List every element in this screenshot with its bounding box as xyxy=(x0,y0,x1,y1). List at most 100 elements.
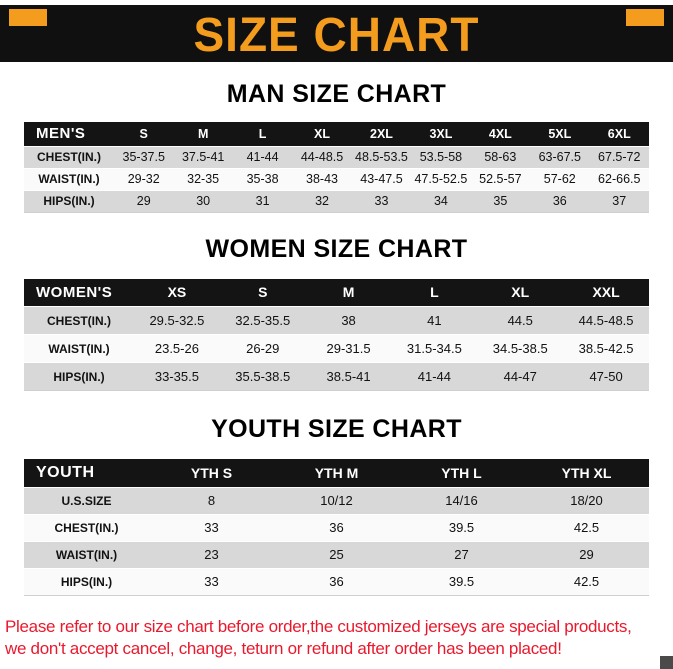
size-column-header: M xyxy=(197,126,209,141)
table-title-cell: MEN'S xyxy=(36,125,86,143)
size-value-cell: 36 xyxy=(329,574,344,589)
size-value-cell: 38 xyxy=(341,313,356,328)
notice-line-2: we don't accept cancel, change, teturn o… xyxy=(5,639,562,659)
size-value-cell: 48.5-53.5 xyxy=(355,150,408,164)
size-value-cell: 43-47.5 xyxy=(360,172,403,186)
size-value-cell: 41-44 xyxy=(246,150,279,164)
size-value-cell: 38.5-41 xyxy=(326,369,371,384)
size-column-header: YTH XL xyxy=(561,464,612,481)
size-value-cell: 47-50 xyxy=(589,369,623,384)
size-value-cell: 62-66.5 xyxy=(598,172,641,186)
row-label-cell: HIPS(IN.) xyxy=(60,574,113,589)
table-header-row: YOUTH YTH S YTH M YTH L YTH XL xyxy=(24,459,649,487)
size-value-cell: 25 xyxy=(329,547,344,562)
size-value-cell: 29-31.5 xyxy=(326,341,371,356)
table-title-cell: YOUTH xyxy=(36,463,95,481)
table-row: WAIST(IN.) 29-32 32-35 35-38 38-43 43-47.5 47.… xyxy=(24,168,649,190)
size-column-header: 2XL xyxy=(370,126,393,141)
size-value-cell: 37 xyxy=(612,194,627,208)
row-label-cell: U.S.SIZE xyxy=(61,493,112,508)
table-row: CHEST(IN.) 33 36 39.5 42.5 xyxy=(24,514,649,541)
corner-accent-left xyxy=(9,9,47,26)
size-column-header: XS xyxy=(167,284,187,301)
size-value-cell: 30 xyxy=(196,194,211,208)
table-row: HIPS(IN.) 33 36 39.5 42.5 xyxy=(24,568,649,595)
corner-accent-right xyxy=(626,9,664,26)
row-label-cell: CHEST(IN.) xyxy=(54,520,119,535)
size-column-header: XL xyxy=(511,284,530,301)
size-value-cell: 31 xyxy=(255,194,270,208)
section-youth: YOUTH SIZE CHART YOUTH YTH S YTH M YTH L YTH… xyxy=(0,415,673,596)
size-value-cell: 36 xyxy=(552,194,567,208)
men-section-heading: MAN SIZE CHART xyxy=(226,80,447,108)
size-value-cell: 33 xyxy=(204,574,219,589)
row-label-cell: WAIST(IN.) xyxy=(48,341,110,356)
size-value-cell: 32.5-35.5 xyxy=(235,313,291,328)
size-column-header: L xyxy=(258,126,267,141)
size-column-header: 5XL xyxy=(548,126,572,141)
size-column-header: S xyxy=(139,126,148,141)
table-row: HIPS(IN.) 29 30 31 32 33 34 35 36 37 xyxy=(24,190,649,212)
size-value-cell: 34.5-38.5 xyxy=(492,341,548,356)
size-column-header: XXL xyxy=(592,284,620,301)
women-size-table: WOMEN'S XS S M L XL XXL CHEST(IN.) 29.5-32.5 32.5… xyxy=(24,278,649,391)
size-value-cell: 32-35 xyxy=(187,172,220,186)
size-column-header: XL xyxy=(314,126,331,141)
size-column-header: YTH L xyxy=(441,464,482,481)
size-value-cell: 8 xyxy=(207,493,216,508)
size-value-cell: 23 xyxy=(204,547,219,562)
size-column-header: YTH M xyxy=(314,464,359,481)
notice-line-1: Please refer to our size chart before or… xyxy=(5,616,632,636)
section-women: WOMEN SIZE CHART WOMEN'S XS S M L XL XXL CHEST(… xyxy=(0,235,673,391)
size-value-cell: 35.5-38.5 xyxy=(235,369,291,384)
table-row: HIPS(IN.) 33-35.5 35.5-38.5 38.5-41 41-44 44-… xyxy=(24,362,649,391)
size-value-cell: 41 xyxy=(427,313,442,328)
size-value-cell: 44-47 xyxy=(503,369,537,384)
size-column-header: S xyxy=(258,284,268,301)
row-label-cell: CHEST(IN.) xyxy=(37,150,101,164)
size-value-cell: 34 xyxy=(433,194,448,208)
size-value-cell: 14/16 xyxy=(445,493,478,508)
size-value-cell: 57-62 xyxy=(543,172,576,186)
size-value-cell: 33 xyxy=(204,520,219,535)
size-value-cell: 63-67.5 xyxy=(538,150,581,164)
size-value-cell: 44.5-48.5 xyxy=(578,313,634,328)
row-label-cell: WAIST(IN.) xyxy=(55,547,118,562)
banner-title: SIZE CHART xyxy=(193,6,480,61)
size-value-cell: 33-35.5 xyxy=(154,369,199,384)
size-value-cell: 44-48.5 xyxy=(300,150,344,164)
table-row: U.S.SIZE 8 10/12 14/16 18/20 xyxy=(24,487,649,514)
section-men: MAN SIZE CHART MEN'S S M L XL 2XL 3XL 4XL 5XL 6XL… xyxy=(0,80,673,213)
table-row: WAIST(IN.) 23 25 27 29 xyxy=(24,541,649,568)
row-label-cell: HIPS(IN.) xyxy=(53,369,105,384)
size-value-cell: 39.5 xyxy=(448,574,475,589)
size-column-header: 3XL xyxy=(429,126,453,141)
table-header-row: WOMEN'S XS S M L XL XXL xyxy=(24,278,649,307)
size-value-cell: 29.5-32.5 xyxy=(149,313,205,328)
youth-section-heading: YOUTH SIZE CHART xyxy=(211,415,462,443)
size-value-cell: 42.5 xyxy=(573,520,600,535)
size-value-cell: 32 xyxy=(315,194,329,208)
size-value-cell: 29 xyxy=(579,547,594,562)
size-value-cell: 53.5-58 xyxy=(419,150,463,164)
size-value-cell: 29-32 xyxy=(127,172,160,186)
size-value-cell: 67.5-72 xyxy=(598,150,641,164)
size-value-cell: 52.5-57 xyxy=(479,172,522,186)
size-value-cell: 47.5-52.5 xyxy=(414,172,468,186)
size-column-header: L xyxy=(430,284,439,301)
table-row: CHEST(IN.) 35-37.5 37.5-41 41-44 44-48.5 48.5… xyxy=(24,146,649,168)
order-notice: Please refer to our size chart before or… xyxy=(0,596,673,662)
size-value-cell: 38-43 xyxy=(306,172,339,186)
row-label-cell: WAIST(IN.) xyxy=(38,172,100,186)
size-column-header: 6XL xyxy=(607,126,631,141)
table-row: CHEST(IN.) 29.5-32.5 32.5-35.5 38 41 44.5 44.5… xyxy=(24,306,649,335)
size-value-cell: 31.5-34.5 xyxy=(406,341,462,356)
table-title-cell: WOMEN'S xyxy=(36,283,113,301)
size-value-cell: 26-29 xyxy=(246,341,280,356)
row-label-cell: CHEST(IN.) xyxy=(47,313,111,328)
size-value-cell: 41-44 xyxy=(417,369,452,384)
row-label-cell: HIPS(IN.) xyxy=(43,194,95,208)
size-column-header: M xyxy=(342,284,355,301)
size-value-cell: 35 xyxy=(493,194,508,208)
